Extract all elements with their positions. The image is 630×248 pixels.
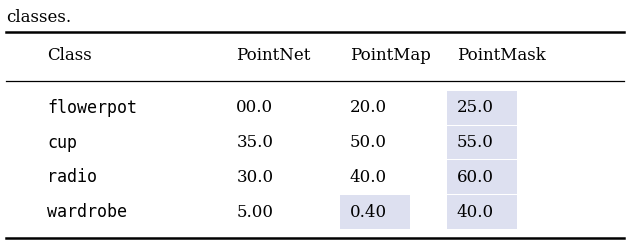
Text: cup: cup [47, 134, 77, 152]
FancyBboxPatch shape [447, 160, 517, 194]
Text: 5.00: 5.00 [236, 204, 273, 220]
Text: PointMap: PointMap [350, 47, 430, 64]
Text: 20.0: 20.0 [350, 99, 387, 116]
FancyBboxPatch shape [447, 195, 517, 229]
FancyBboxPatch shape [447, 126, 517, 159]
Text: 60.0: 60.0 [457, 169, 494, 186]
Text: radio: radio [47, 168, 97, 186]
Text: PointNet: PointNet [236, 47, 311, 64]
Text: PointMask: PointMask [457, 47, 546, 64]
Text: wardrobe: wardrobe [47, 203, 127, 221]
Text: 30.0: 30.0 [236, 169, 273, 186]
Text: 55.0: 55.0 [457, 134, 494, 151]
Text: 40.0: 40.0 [350, 169, 387, 186]
Text: 40.0: 40.0 [457, 204, 494, 220]
Text: classes.: classes. [6, 9, 71, 26]
FancyBboxPatch shape [340, 195, 410, 229]
Text: 35.0: 35.0 [236, 134, 273, 151]
Text: 25.0: 25.0 [457, 99, 494, 116]
FancyBboxPatch shape [447, 91, 517, 125]
Text: flowerpot: flowerpot [47, 99, 137, 117]
Text: 00.0: 00.0 [236, 99, 273, 116]
Text: Class: Class [47, 47, 92, 64]
Text: 0.40: 0.40 [350, 204, 387, 220]
Text: 50.0: 50.0 [350, 134, 387, 151]
